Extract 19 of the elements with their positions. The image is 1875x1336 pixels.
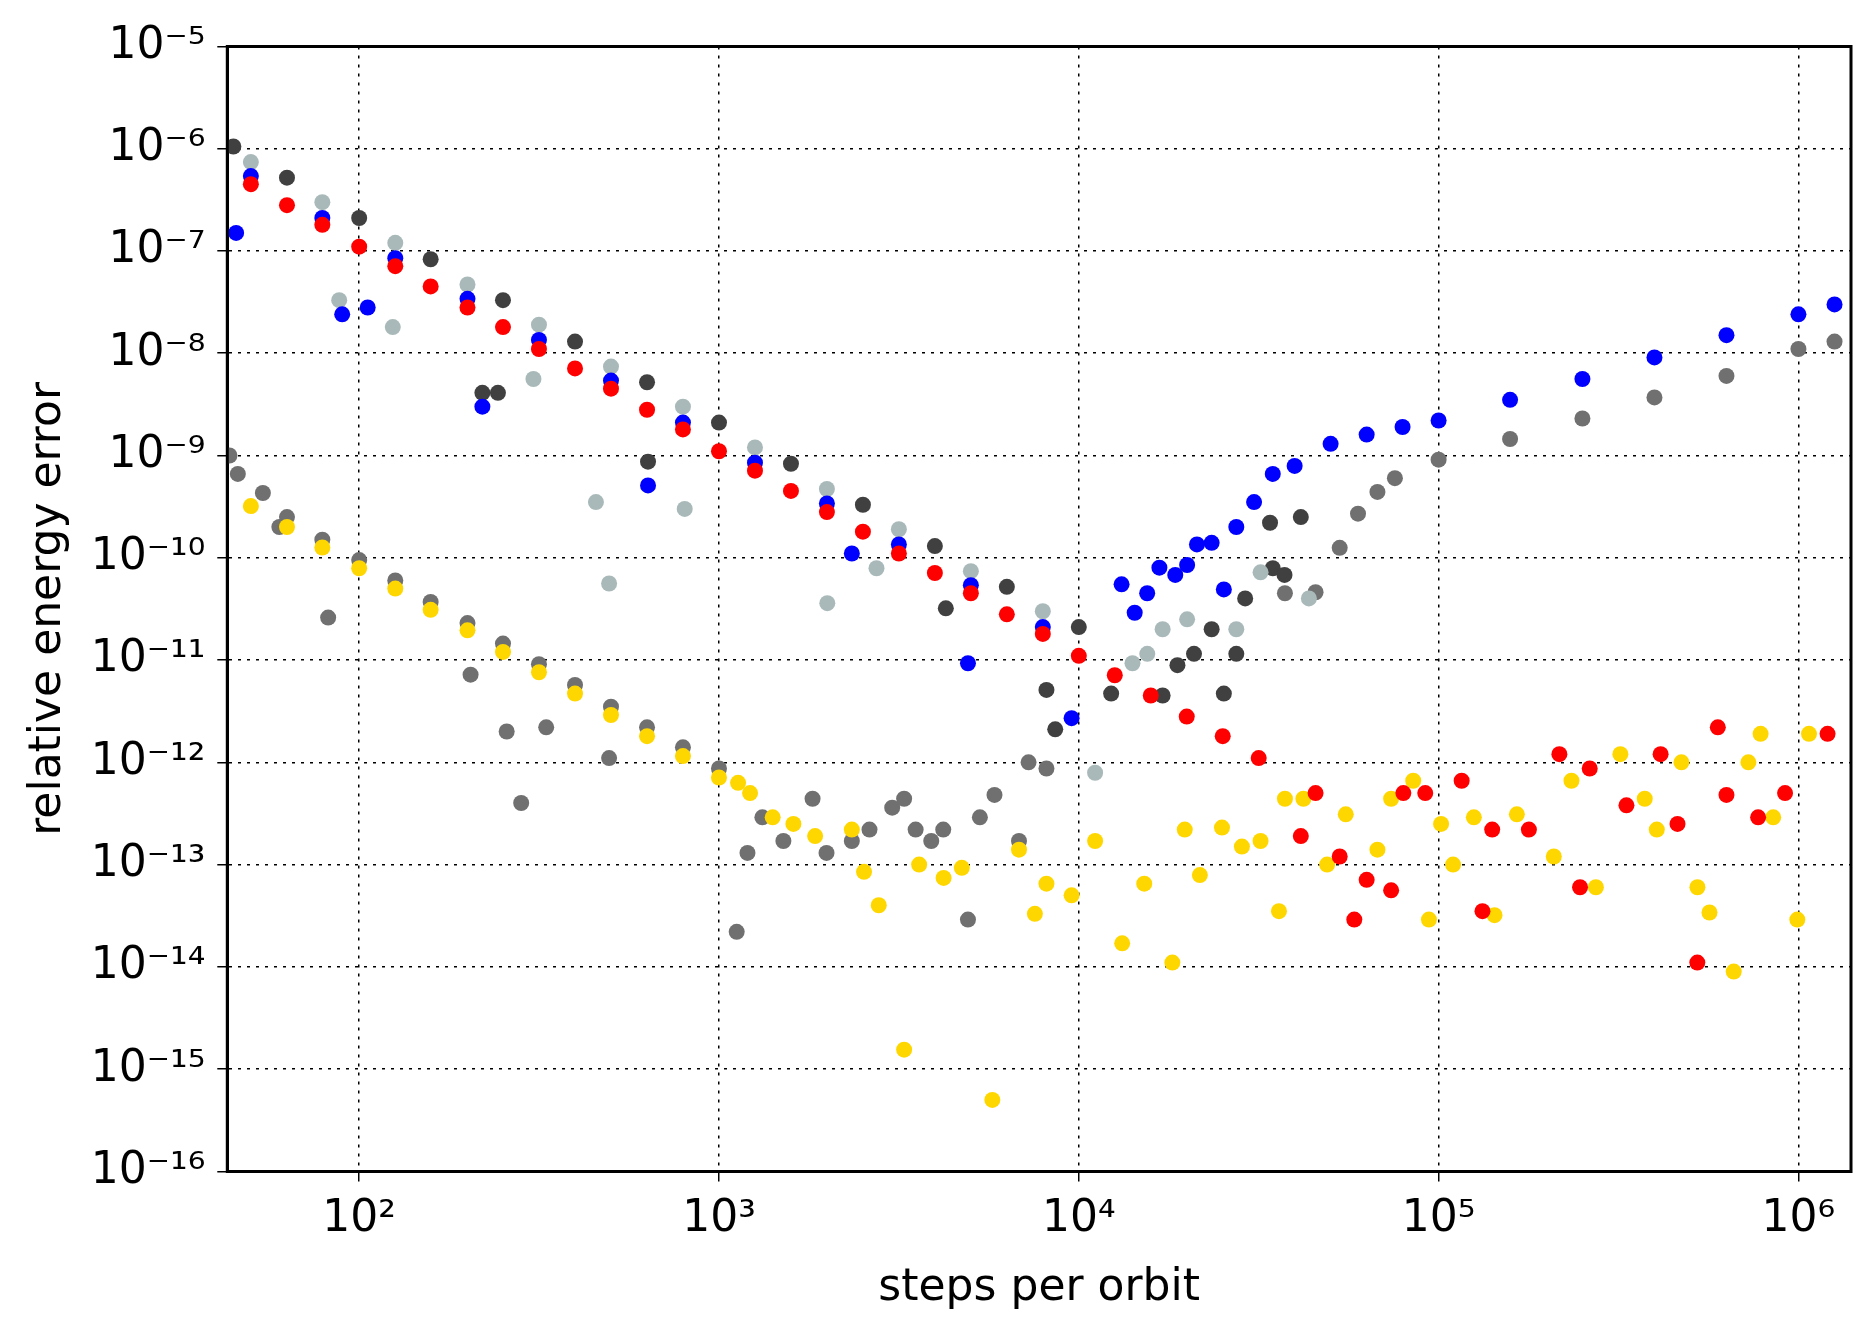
x-tick-label: 10⁶	[1761, 1190, 1836, 1242]
y-tick-label: 10⁻¹⁴	[90, 937, 206, 989]
y-tick-label: 10⁻⁸	[108, 323, 206, 375]
y-tick-label: 10⁻⁷	[108, 221, 206, 273]
y-tick-label: 10⁻⁶	[108, 119, 206, 171]
y-tick-label: 10⁻¹⁰	[90, 528, 206, 580]
x-tick-label: 10³	[682, 1190, 756, 1242]
y-axis-title: relative energy error	[18, 381, 70, 836]
y-tick-label: 10⁻¹¹	[90, 630, 206, 682]
y-tick-label: 10⁻¹⁵	[90, 1039, 206, 1091]
y-tick-label: 10⁻¹³	[90, 835, 206, 887]
x-axis-title: steps per orbit	[878, 1259, 1200, 1311]
y-tick-label: 10⁻⁹	[108, 425, 206, 477]
y-tick-label: 10⁻⁵	[108, 16, 206, 68]
y-tick-label: 10⁻¹²	[90, 732, 206, 784]
y-tick-label: 10⁻¹⁶	[90, 1141, 206, 1193]
x-tick-label: 10⁴	[1041, 1190, 1116, 1242]
x-tick-label: 10⁵	[1401, 1190, 1476, 1242]
x-tick-label: 10²	[322, 1190, 396, 1242]
